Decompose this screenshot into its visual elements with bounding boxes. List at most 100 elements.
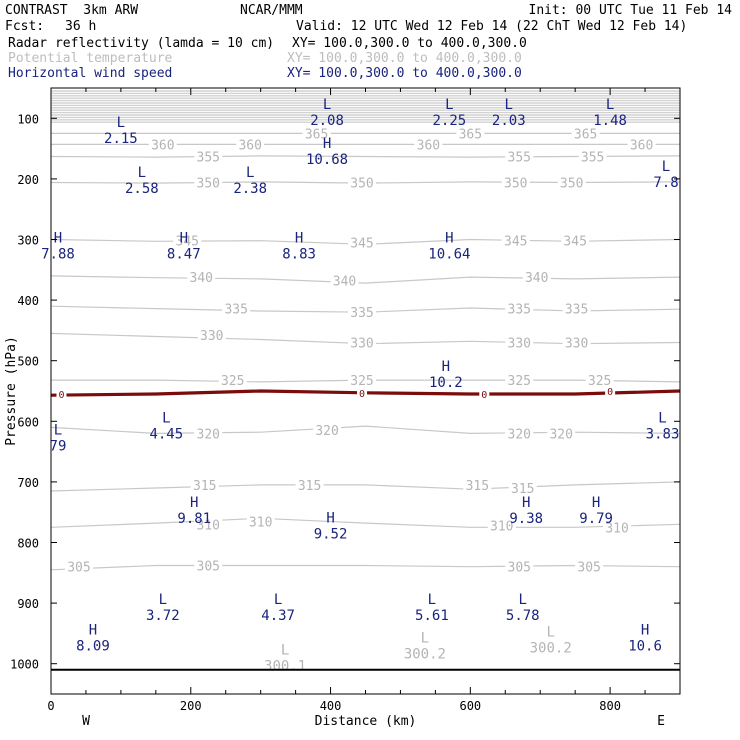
theta-label: 315 — [511, 482, 534, 497]
theta-contour-355 — [50, 155, 681, 158]
theta-label-bg — [194, 175, 223, 190]
legend-reflectivity: Radar reflectivity (lamda = 10 cm) — [8, 36, 275, 51]
x-tick-label: 200 — [180, 699, 202, 713]
theta-label: 305 — [197, 560, 220, 575]
theta-label: 310 — [490, 520, 513, 535]
wind-extremum-marker: H — [641, 622, 649, 638]
theta-label-bg — [456, 126, 485, 141]
theta-label-bg — [313, 422, 342, 437]
wind-extremum-marker: L — [138, 165, 146, 181]
theta-label: 360 — [630, 138, 653, 153]
reflectivity-label: 0 — [359, 389, 365, 400]
wind-extremum-marker: L — [658, 410, 666, 426]
wind-extremum-value: 9.79 — [579, 511, 613, 527]
theta-label: 320 — [549, 427, 572, 442]
y-tick-label: 300 — [17, 234, 39, 248]
wind-extremum-value: 79 — [50, 438, 67, 454]
theta-label: 315 — [193, 479, 216, 494]
wind-extremum-value: 10.2 — [429, 375, 463, 391]
wind-extremum-marker: H — [54, 230, 62, 246]
theta-label: 320 — [197, 427, 220, 442]
theta-label: 355 — [581, 150, 604, 165]
theta-label: 310 — [197, 518, 220, 533]
theta-label-bg — [505, 426, 534, 441]
theta-label-bg — [562, 335, 591, 350]
theta-label: 360 — [417, 138, 440, 153]
theta-label: 350 — [560, 177, 583, 192]
theta-label: 350 — [504, 177, 527, 192]
theta-label-bg — [330, 273, 359, 288]
wind-extremum-value: 10.68 — [306, 152, 348, 168]
wind-extremum-value: 10.6 — [628, 638, 662, 654]
theta-label-bg — [348, 175, 377, 190]
upper-contour-band — [51, 90, 680, 123]
theta-label-bg — [547, 426, 576, 441]
wind-extremum-value: 3.72 — [146, 608, 180, 624]
reflectivity-label: 0 — [481, 390, 487, 401]
wind-extremum-value: 3.83 — [646, 426, 680, 442]
theta-contours-layer: 365 365 365 360 360 360 360 355 355 355 350 350 350 3… — [50, 126, 681, 576]
theta-label-bg — [505, 149, 534, 164]
y-tick-label: 400 — [17, 294, 39, 308]
reflectivity-label-bg — [56, 388, 67, 401]
wind-extremum-marker: H — [190, 495, 198, 511]
theta-label: 345 — [504, 235, 527, 250]
theta-label-bg — [463, 477, 492, 492]
theta-label: 345 — [563, 235, 586, 250]
theta-label: 340 — [525, 271, 548, 286]
theta-label-bg — [348, 373, 377, 388]
theta-contour-320 — [50, 425, 681, 435]
theta-label: 320 — [508, 427, 531, 442]
theta-label-bg — [562, 301, 591, 316]
init-time: Init: 00 UTC Tue 11 Feb 14 — [528, 3, 733, 18]
theta-label: 350 — [197, 177, 220, 192]
theta-label: 335 — [350, 306, 373, 321]
theta-label: 305 — [577, 561, 600, 576]
theta-label-bg — [627, 137, 656, 152]
theta-extremum-value: 300.2 — [404, 646, 446, 662]
theta-contour-340 — [50, 275, 681, 284]
theta-label-bg — [348, 305, 377, 320]
theta-extremum-value: 300.1 — [264, 659, 306, 675]
wind-extremum-value: 9.38 — [509, 511, 543, 527]
wind-extremum-value: 9.81 — [177, 511, 211, 527]
theta-label: 340 — [333, 275, 356, 290]
theta-label-bg — [575, 559, 604, 574]
plot-title: CONTRAST 3km ARW — [5, 3, 139, 18]
theta-label-bg — [190, 477, 219, 492]
wind-extremum-value: 7.8 — [653, 175, 678, 191]
wind-extremum-marker: H — [326, 510, 334, 526]
theta-label: 335 — [565, 303, 588, 318]
y-axis-label: Pressure (hPa) — [4, 336, 19, 446]
theta-label: 330 — [508, 337, 531, 352]
theta-label: 325 — [508, 374, 531, 389]
theta-label: 345 — [176, 235, 199, 250]
theta-label-bg — [194, 426, 223, 441]
reflectivity-label-bg — [357, 386, 368, 399]
theta-label: 310 — [249, 515, 272, 530]
wind-extremum-value: 1.48 — [593, 113, 627, 129]
theta-label: 315 — [298, 479, 321, 494]
y-tick-label: 200 — [17, 173, 39, 187]
reflectivity-label: 0 — [607, 387, 613, 398]
legend-wind-xy: XY= 100.0,300.0 to 400.0,300.0 — [287, 66, 522, 81]
theta-label: 345 — [350, 237, 373, 252]
theta-label: 330 — [350, 337, 373, 352]
theta-label-bg — [295, 477, 324, 492]
theta-contour-315 — [50, 481, 681, 492]
theta-label: 330 — [200, 329, 223, 344]
wind-extremum-value: 2.03 — [492, 113, 526, 129]
wind-extremum-marker: H — [592, 495, 600, 511]
wind-extremum-value: 2.38 — [233, 181, 267, 197]
wind-extremum-marker: L — [162, 410, 170, 426]
theta-label-bg — [505, 559, 534, 574]
theta-label: 355 — [508, 150, 531, 165]
wind-extremum-value: 5.78 — [506, 608, 540, 624]
reflectivity-label: 0 — [58, 390, 64, 401]
wind-extremum-marker: L — [505, 97, 513, 113]
wind-extremum-marker: L — [428, 592, 436, 608]
theta-label-bg — [505, 301, 534, 316]
wind-extremum-value: 2.08 — [310, 113, 344, 129]
theta-extremum-value: 300.2 — [530, 640, 572, 656]
wind-extremum-marker: L — [54, 422, 62, 438]
